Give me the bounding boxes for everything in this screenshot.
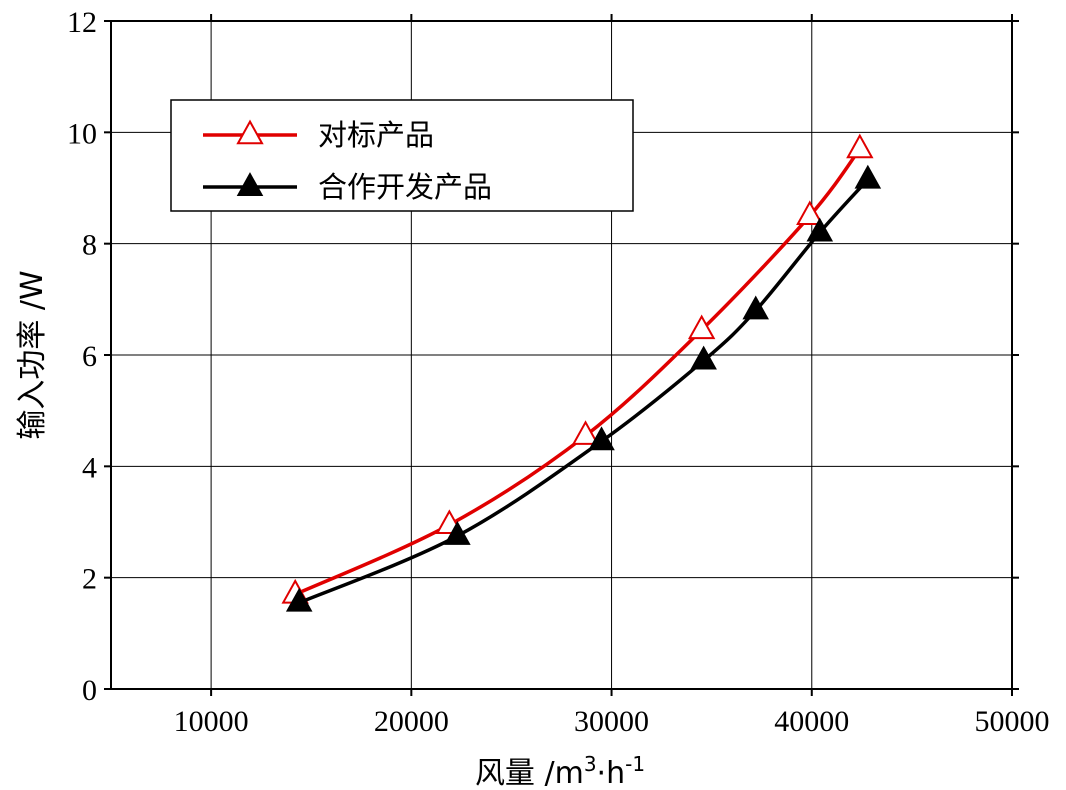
x-tick-label: 30000	[574, 705, 649, 738]
data-point	[796, 200, 824, 226]
series-2	[285, 164, 882, 612]
series-line-2	[297, 177, 870, 605]
y-tick-label: 8	[82, 229, 97, 262]
data-point	[444, 520, 471, 545]
x-tick-label: 10000	[174, 705, 249, 738]
series-group	[281, 133, 882, 612]
legend-marker-1	[236, 119, 264, 145]
y-tick-label: 6	[82, 340, 97, 373]
data-point	[687, 314, 716, 340]
x-tick-label: 50000	[975, 705, 1050, 738]
data-point	[571, 420, 600, 445]
legend-marker-2	[236, 172, 264, 196]
y-tick-labels: 0 2 4 6 8 10 12	[67, 6, 97, 707]
y-tick-label: 4	[82, 451, 97, 484]
y-tick-label: 2	[82, 563, 97, 596]
data-point	[846, 133, 874, 159]
data-point	[854, 164, 882, 189]
x-axis-title: 风量 /m3·h-1	[475, 752, 645, 790]
y-axis-title: 输入功率 /W	[15, 270, 50, 439]
ticks	[104, 14, 1019, 696]
x-tick-label: 40000	[774, 705, 849, 738]
y-tick-label: 0	[82, 674, 97, 707]
data-point	[742, 295, 769, 320]
data-point	[690, 345, 717, 370]
data-point	[588, 426, 615, 451]
data-point	[285, 587, 313, 612]
x-tick-labels: 10000 20000 30000 40000 50000	[174, 705, 1050, 738]
y-tick-label: 12	[67, 6, 97, 39]
series-1	[281, 133, 874, 604]
x-tick-label: 20000	[374, 705, 449, 738]
data-point	[806, 217, 834, 242]
legend-label-1: 对标产品	[318, 118, 434, 152]
legend-label-2: 合作开发产品	[318, 170, 492, 204]
y-tick-label: 10	[67, 117, 97, 150]
